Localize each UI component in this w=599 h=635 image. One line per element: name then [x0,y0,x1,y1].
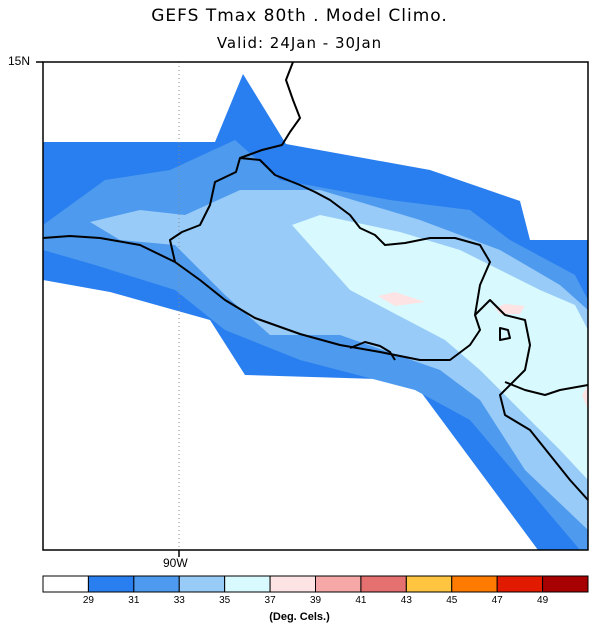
colorbar-swatch [405,575,453,593]
colorbar-swatch [315,575,362,593]
colorbar-tick-label: 31 [128,595,140,606]
lat-label-15n: 15N [8,54,31,68]
colorbar-swatch [269,575,317,593]
colorbar-swatch [87,575,135,593]
colorbar-tick-label: 33 [173,595,185,606]
colorbar [42,575,589,593]
colorbar-tick-label: 45 [446,595,458,606]
colorbar-swatch [133,575,180,593]
colorbar-tick-label: 49 [537,595,549,606]
colorbar-swatch [42,575,89,593]
colorbar-tick-label: 29 [82,595,94,606]
map-subtitle: Valid: 24Jan - 30Jan [216,34,383,52]
band-35-37 [292,215,588,480]
colorbar-swatch [451,575,498,593]
colorbar-tick-label: 39 [309,595,322,606]
colorbar-tick-label: 37 [264,595,276,606]
band-37-39-c [582,385,588,410]
band-37-39-a [378,292,425,306]
colorbar-tick-label: 35 [219,595,231,606]
colorbar-swatch [360,575,407,593]
colorbar-tick-label: 47 [491,595,503,606]
coastline [42,61,589,501]
colorbar-swatch [224,575,271,593]
colorbar-tick-label: 43 [400,595,412,606]
map-title: GEFS Tmax 80th . Model Climo. [151,6,448,26]
colorbar-swatch [178,575,226,593]
lon-label-90w: 90W [163,556,188,570]
map-frame [42,61,589,551]
colorbar-tick-label: 41 [355,595,367,606]
colorbar-swatch [542,575,589,593]
colorbar-swatch [496,575,544,593]
colorbar-units: (Deg. Cels.) [269,611,330,623]
